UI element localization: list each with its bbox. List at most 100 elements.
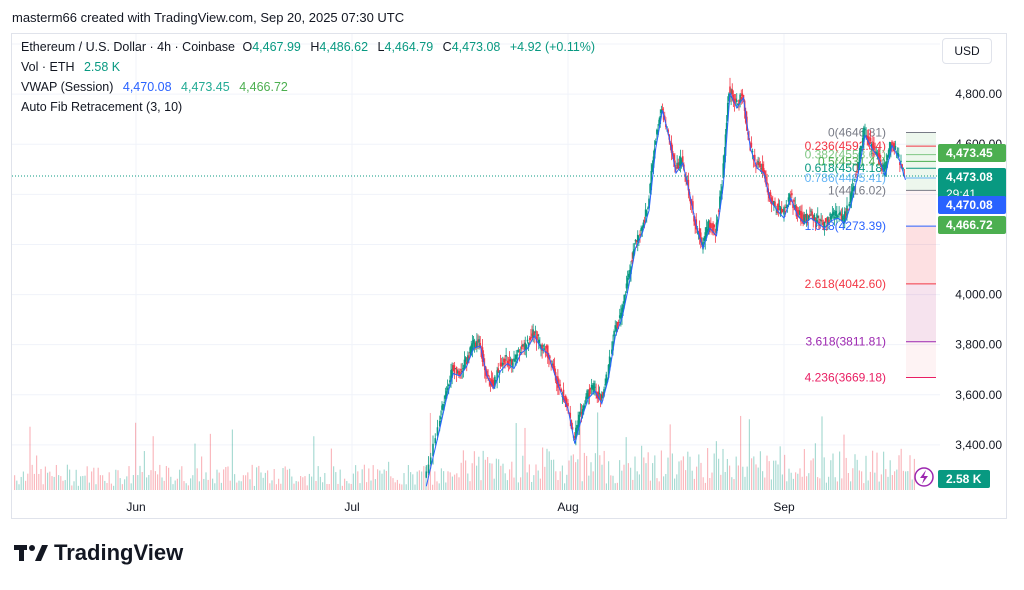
volume-bar <box>623 464 625 490</box>
volume-bar <box>84 475 86 490</box>
candle-body <box>588 389 591 398</box>
candle-body <box>731 89 734 95</box>
candle-body <box>829 213 831 216</box>
candle-body <box>563 398 566 401</box>
volume-bar <box>801 476 803 490</box>
candle-body <box>801 212 803 220</box>
candle-body <box>758 162 761 166</box>
volume-bar <box>568 460 570 490</box>
candle-body <box>526 339 529 342</box>
price-tag-value: 4,473.08 <box>946 170 993 184</box>
candle-body <box>890 143 892 152</box>
candle-body <box>569 412 572 419</box>
volume-bar <box>548 451 550 490</box>
volume-bar <box>403 473 405 490</box>
volume-bar <box>779 446 781 490</box>
volume-bar <box>555 471 557 490</box>
volume-bar <box>434 471 436 490</box>
chart-frame[interactable] <box>11 33 1007 519</box>
candle-body <box>778 205 781 207</box>
candle-body <box>730 96 732 98</box>
symbol-title[interactable]: Ethereum / U.S. Dollar · 4h · Coinbase <box>21 40 235 54</box>
candle-body <box>494 376 496 387</box>
volume-bar <box>429 412 431 490</box>
candle-body <box>536 334 539 337</box>
volume-bar <box>588 475 590 490</box>
volume-bar <box>267 470 269 490</box>
candle-body <box>487 374 489 377</box>
volume-bar <box>788 468 790 490</box>
candle-body <box>440 416 442 420</box>
candle-body <box>453 365 456 375</box>
volume-bar <box>14 475 16 490</box>
candle-body <box>593 383 595 393</box>
volume-bar <box>458 477 460 490</box>
volume-bar <box>190 478 192 490</box>
candle-body <box>616 322 619 328</box>
volume-bar <box>570 455 572 490</box>
candle-body <box>578 414 581 427</box>
volume-bar <box>374 479 376 490</box>
volume-bar <box>245 475 247 490</box>
volume-bar <box>115 469 117 490</box>
volume-bar <box>196 468 198 490</box>
fib-label[interactable]: Auto Fib Retracement (3, 10) <box>21 100 183 114</box>
currency-button[interactable]: USD <box>942 38 992 64</box>
volume-bar <box>678 461 680 490</box>
volume-bar <box>104 480 106 490</box>
volume-bar <box>27 473 29 490</box>
candle-body <box>791 193 793 196</box>
candle-body <box>446 387 449 391</box>
candle-body <box>888 142 891 152</box>
volume-bar <box>339 469 341 490</box>
volume-label[interactable]: Vol · ETH <box>21 60 75 74</box>
candle-body <box>885 161 888 170</box>
candle-body <box>705 227 708 239</box>
volume-bar <box>249 479 251 490</box>
volume-bar <box>73 481 75 490</box>
fib-level-label: 4.236(3669.18) <box>805 370 886 384</box>
volume-bar <box>405 484 407 490</box>
volume-bar <box>176 478 178 490</box>
volume-bar <box>737 465 739 490</box>
volume-bar <box>478 456 480 490</box>
candle-body <box>678 162 681 166</box>
volume-bar <box>16 480 18 490</box>
volume-bar <box>183 481 185 490</box>
volume-bar <box>685 470 687 490</box>
volume-bar <box>544 466 546 490</box>
candle-body <box>530 337 532 339</box>
candle-body <box>792 203 794 208</box>
volume-bar <box>753 456 755 490</box>
volume-bar <box>603 450 605 490</box>
candle-body <box>634 239 637 242</box>
volume-bar <box>357 471 359 490</box>
candle-body <box>456 371 459 373</box>
candle-body <box>425 471 428 478</box>
volume-bar <box>883 451 885 490</box>
volume-bar <box>861 471 863 490</box>
volume-bar <box>900 448 902 490</box>
volume-bar <box>546 448 548 490</box>
volume-bar <box>359 483 361 490</box>
volume-bar <box>539 478 541 490</box>
volume-bar <box>799 468 801 490</box>
candle-body <box>733 98 736 104</box>
candle-body <box>438 420 441 427</box>
volume-bar <box>843 434 845 490</box>
volume-bar <box>803 449 805 490</box>
volume-bar <box>421 471 423 490</box>
candle-body <box>543 348 546 350</box>
volume-bar <box>49 471 51 490</box>
vwap-label[interactable]: VWAP (Session) <box>21 80 114 94</box>
volume-bar <box>396 479 398 490</box>
volume-bar <box>847 473 849 490</box>
candle-body <box>651 164 654 172</box>
candle-body <box>525 345 528 351</box>
candle-body <box>436 427 439 436</box>
volume-bar <box>907 471 909 490</box>
volume-bar <box>528 464 530 490</box>
candle-body <box>812 215 815 221</box>
high-value: 4,486.62 <box>319 40 369 54</box>
